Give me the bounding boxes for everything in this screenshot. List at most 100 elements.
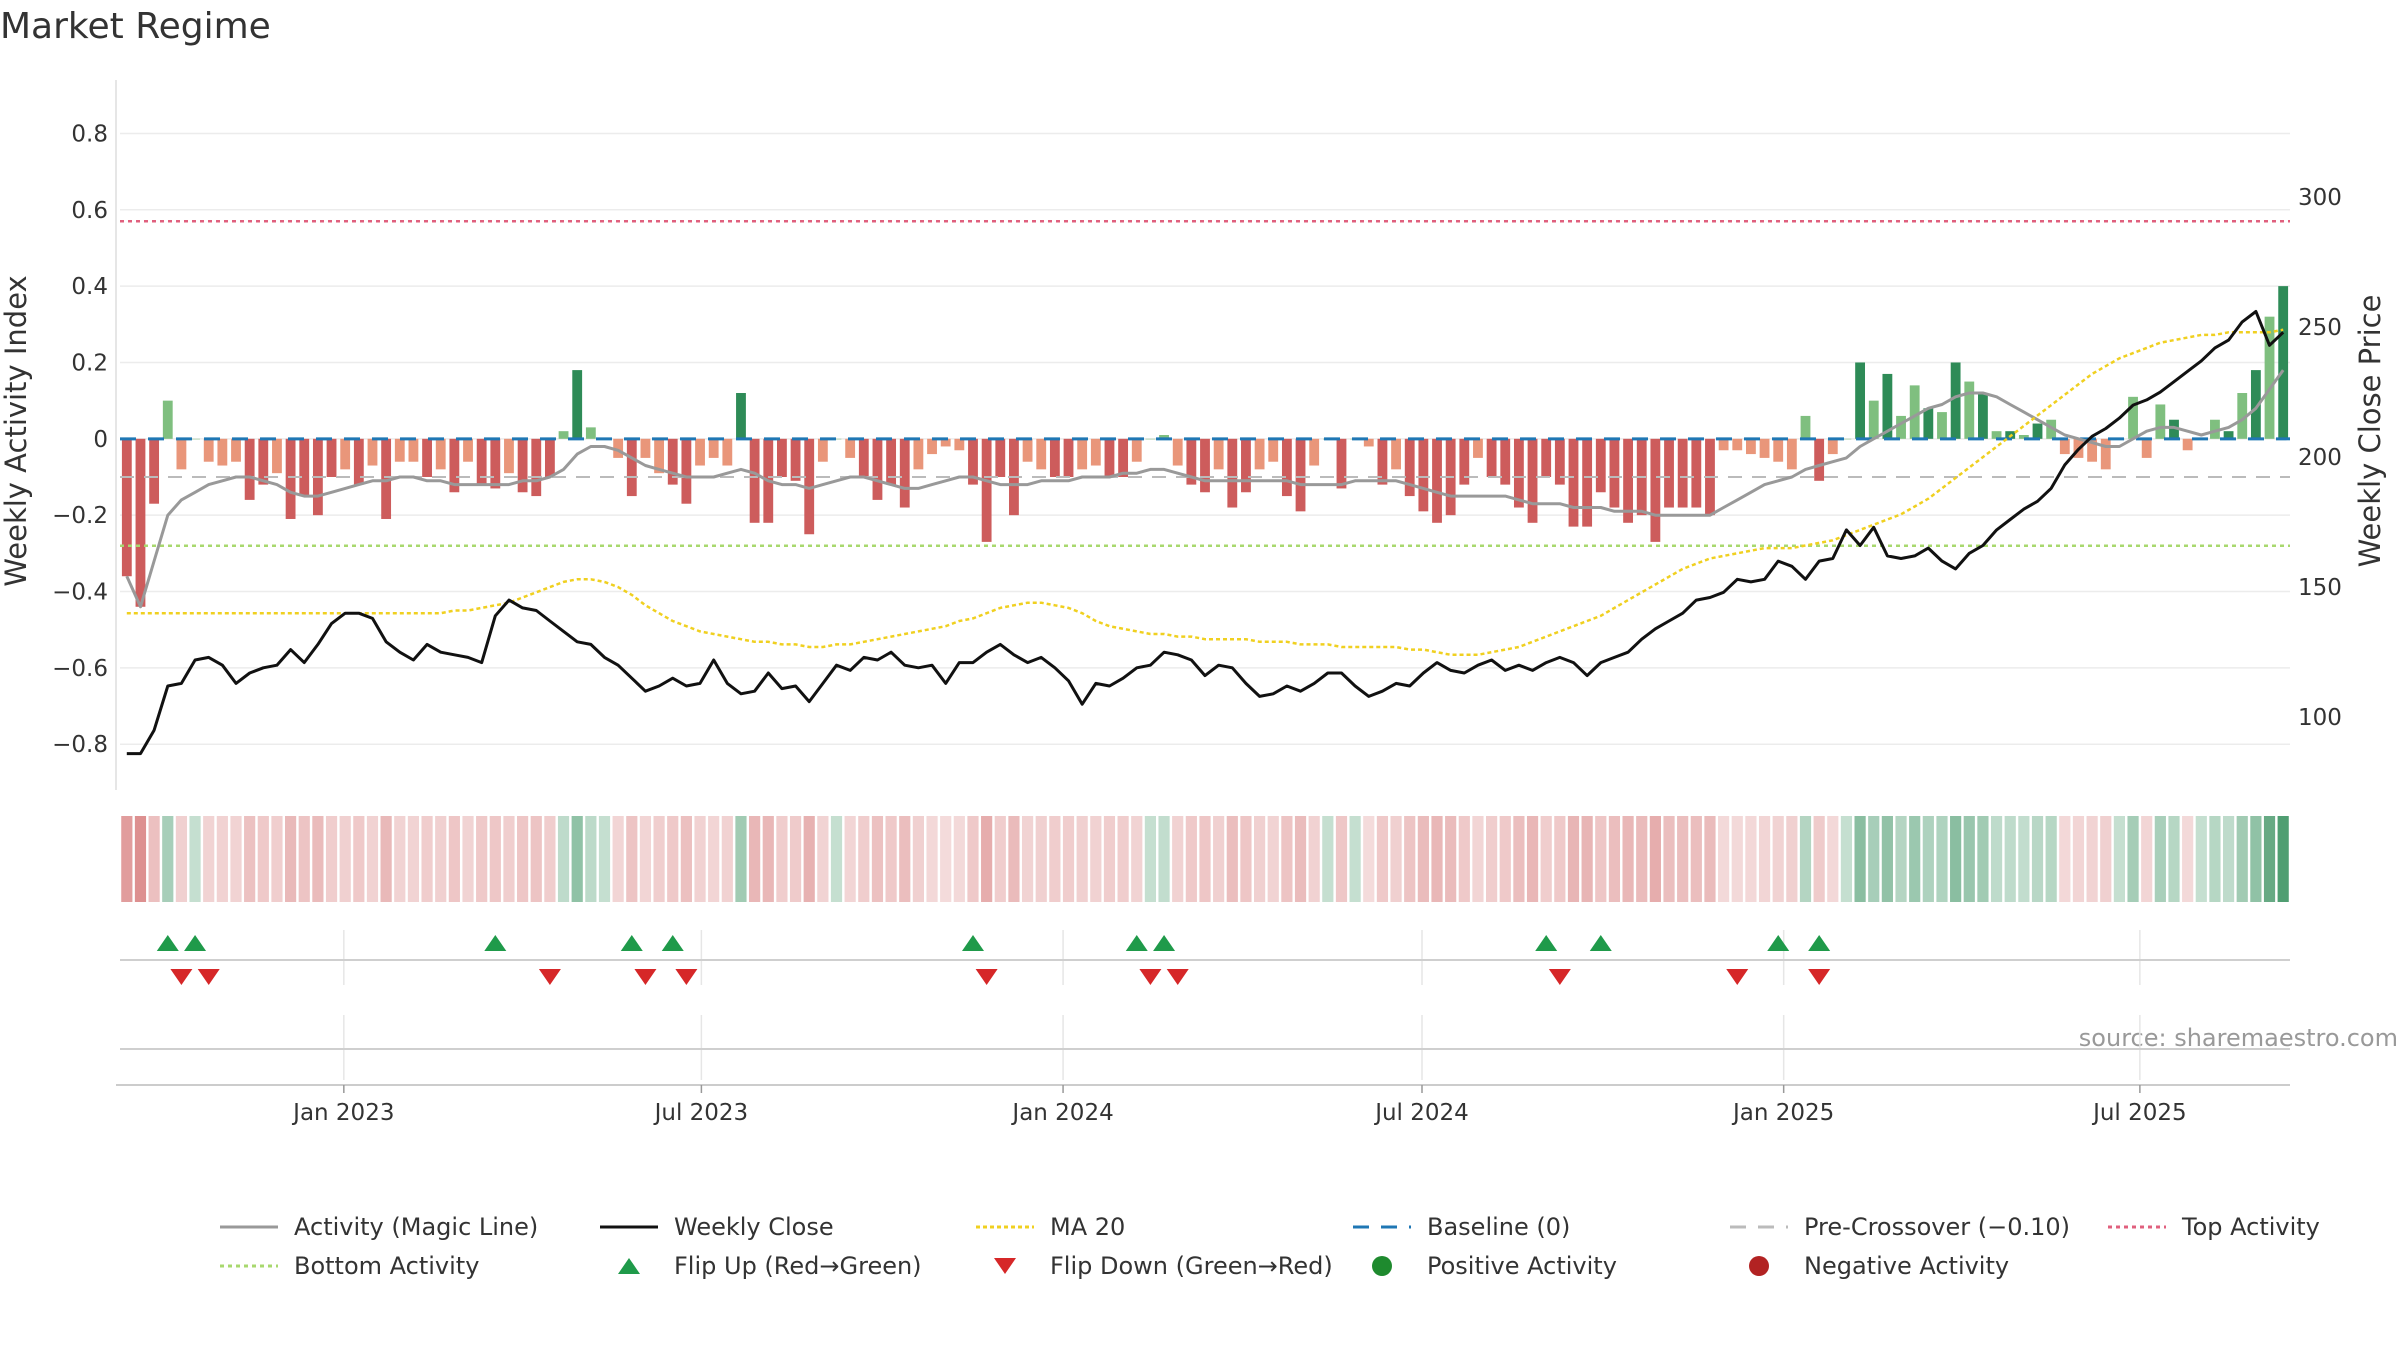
activity-bar: [1814, 438, 1825, 481]
activity-bar: [1077, 438, 1088, 470]
regime-cell: [2236, 816, 2248, 902]
regime-cell: [2127, 816, 2139, 902]
activity-bar: [1991, 431, 2002, 439]
regime-cell: [1799, 816, 1812, 902]
activity-bar: [995, 438, 1006, 477]
activity-bar: [1718, 438, 1729, 451]
regime-cell: [967, 816, 979, 902]
activity-bar: [1377, 438, 1388, 485]
regime-cell: [175, 816, 188, 902]
regime-cell: [1376, 816, 1389, 902]
flip-up-marker: [1589, 935, 1612, 951]
activity-bar: [1950, 362, 1961, 439]
activity-bar: [2237, 393, 2248, 439]
regime-cell: [612, 816, 624, 902]
source-label: source: sharemaestro.com: [2079, 1024, 2398, 1052]
flip-up-marker: [1125, 935, 1148, 951]
activity-bar: [2100, 438, 2111, 470]
x-tick-label: Jul 2024: [1373, 1100, 1469, 1126]
y-tick-label-left: 0.6: [71, 198, 108, 224]
regime-cell: [940, 816, 952, 902]
activity-bar: [1473, 438, 1483, 458]
regime-cell: [1554, 816, 1566, 902]
activity-bar: [1800, 415, 1811, 439]
regime-cell: [694, 816, 706, 902]
flip-up-marker: [484, 935, 507, 951]
regime-cell: [1731, 816, 1743, 902]
activity-bar: [899, 438, 910, 508]
flip-up-marker: [620, 935, 643, 951]
activity-bar: [1595, 438, 1606, 493]
y-tick-label-left: 0.8: [71, 121, 108, 147]
regime-cell: [789, 816, 802, 902]
regime-cell: [776, 816, 788, 902]
regime-cell: [1199, 816, 1211, 902]
activity-bar: [886, 438, 897, 485]
legend-item: MA 20: [976, 1213, 1125, 1241]
regime-cell: [1240, 816, 1252, 902]
activity-bar: [1159, 435, 1169, 439]
activity-bar: [1623, 438, 1633, 523]
activity-bar: [695, 438, 705, 466]
x-axis: Jan 2023 Jul 2023 Jan 2024 Jul 2024 Jan 2025…: [116, 1048, 2290, 1126]
legend-label: MA 20: [1050, 1213, 1125, 1241]
regime-cell: [585, 816, 597, 902]
activity-bar: [1513, 438, 1524, 508]
regime-cell: [708, 816, 720, 902]
activity-bar: [1527, 438, 1538, 523]
activity-bar: [2155, 404, 2166, 439]
activity-bar: [667, 438, 678, 485]
activity-bar: [149, 438, 160, 504]
regime-strip: [121, 816, 2289, 902]
activity-bar: [203, 438, 214, 462]
regime-cell: [953, 816, 965, 902]
activity-bar: [1541, 438, 1552, 477]
activity-bar: [531, 438, 542, 497]
activity-bar: [1677, 438, 1688, 508]
legend-label: Flip Down (Green→Red): [1050, 1252, 1333, 1280]
weekly-close-line: [126, 310, 2285, 756]
regime-cell: [162, 816, 174, 902]
activity-bar: [1855, 362, 1866, 439]
regime-cell: [1895, 816, 1907, 902]
activity-bar: [1568, 438, 1579, 527]
activity-bar: [708, 438, 719, 458]
activity-bar: [1896, 415, 1906, 439]
regime-cell: [2059, 816, 2071, 902]
activity-bar: [940, 438, 951, 447]
regime-cell: [1213, 816, 1225, 902]
activity-bar: [1213, 438, 1224, 470]
activity-bar: [1650, 438, 1661, 542]
ma20-line: [126, 328, 2284, 657]
activity-bar: [1841, 438, 1852, 440]
regime-cell: [1567, 816, 1580, 902]
activity-bar: [1063, 438, 1074, 477]
activity-bar: [2059, 438, 2070, 455]
regime-cell: [735, 816, 747, 902]
flip-up-marker: [1808, 935, 1831, 951]
regime-cell: [325, 816, 338, 902]
flip-down-marker: [170, 969, 193, 985]
activity-bar: [449, 438, 460, 493]
regime-cell: [1131, 816, 1143, 902]
activity-bar: [490, 438, 501, 489]
regime-cell: [2154, 816, 2166, 902]
activity-bar: [2046, 419, 2057, 439]
flip-down-marker: [634, 969, 657, 985]
x-tick-label: Jul 2025: [2091, 1100, 2187, 1126]
legend-item: Bottom Activity: [220, 1252, 479, 1280]
regime-cell: [1977, 816, 1989, 902]
regime-cell: [1745, 816, 1757, 902]
regime-cell: [1936, 816, 1948, 902]
regime-cell: [858, 816, 870, 902]
activity-bar: [2182, 438, 2193, 451]
activity-bar: [394, 438, 405, 462]
legend-item: Weekly Close: [600, 1213, 834, 1241]
regime-cell: [339, 816, 351, 902]
activity-bar: [749, 438, 760, 523]
activity-bar: [1554, 438, 1565, 485]
regime-cell: [2072, 816, 2085, 902]
regime-cell: [421, 816, 433, 902]
activity-bar: [1391, 438, 1401, 470]
legend-label: Bottom Activity: [294, 1252, 479, 1280]
